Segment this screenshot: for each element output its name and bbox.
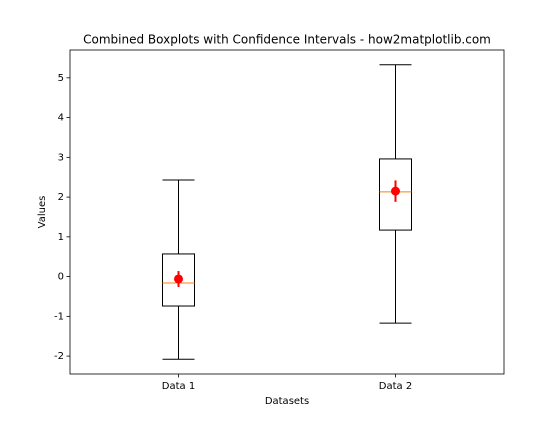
mean-point <box>174 274 183 284</box>
x-tick-label: Data 2 <box>379 381 412 392</box>
y-tick-label: -2 <box>54 351 64 362</box>
y-tick-label: 2 <box>58 192 64 203</box>
y-tick-label: 5 <box>58 73 64 84</box>
y-tick-label: 3 <box>58 152 64 163</box>
y-tick-label: 1 <box>58 232 64 243</box>
y-axis-label: Values <box>37 196 48 229</box>
box <box>162 253 195 307</box>
y-tick-label: -1 <box>54 311 64 322</box>
x-axis-label: Datasets <box>265 396 309 407</box>
mean-point <box>391 186 400 196</box>
y-tick-label: 0 <box>58 272 64 283</box>
plot-frame <box>69 49 505 375</box>
box <box>379 158 412 231</box>
x-tick-label: Data 1 <box>162 381 195 392</box>
chart-title: Combined Boxplots with Confidence Interv… <box>83 33 491 47</box>
y-tick-label: 4 <box>58 113 64 124</box>
